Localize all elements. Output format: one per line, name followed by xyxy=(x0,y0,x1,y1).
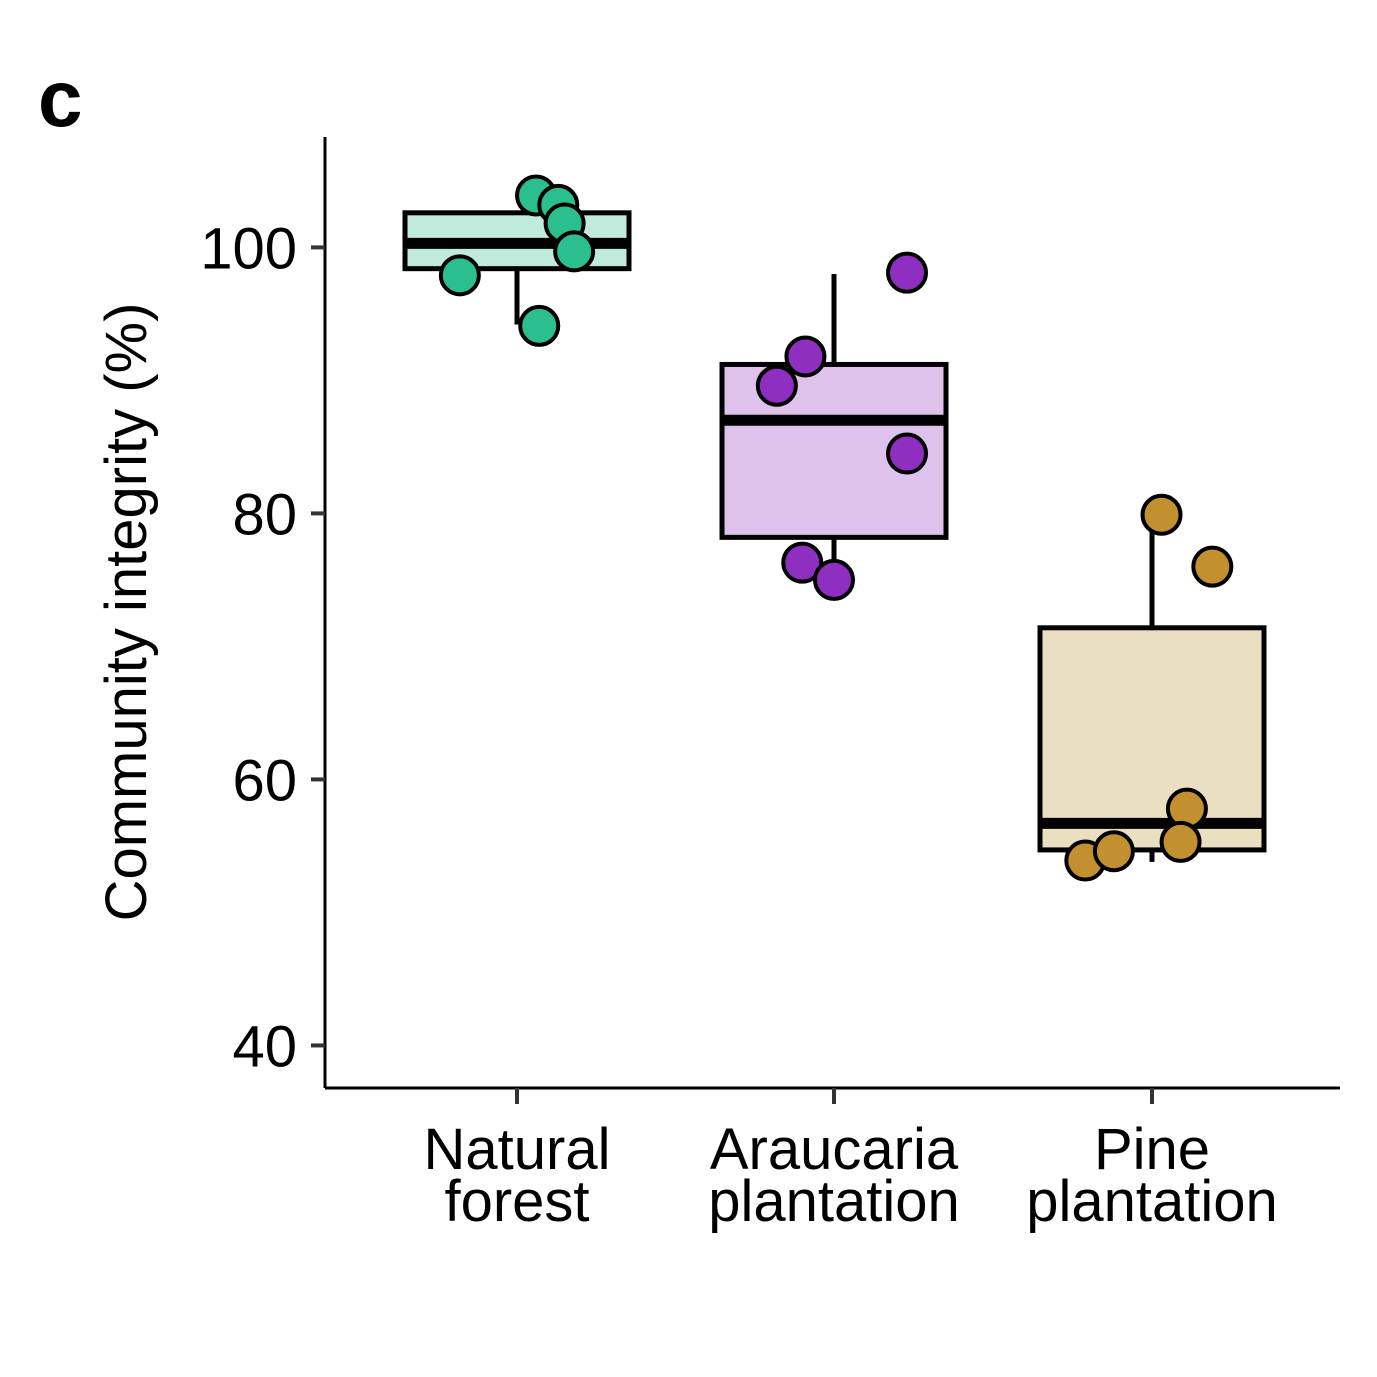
x-tick-label: plantation xyxy=(1026,1169,1278,1234)
y-tick-label: 40 xyxy=(232,1014,297,1079)
x-tick-label: Pine xyxy=(1094,1117,1210,1182)
data-point xyxy=(438,254,481,297)
data-point xyxy=(813,558,855,601)
data-point xyxy=(1140,493,1183,536)
data-point xyxy=(886,251,929,294)
data-point xyxy=(755,364,798,407)
data-point xyxy=(1191,545,1234,588)
box-group xyxy=(402,210,632,325)
x-tick-label: Araucaria xyxy=(710,1117,959,1182)
data-points xyxy=(438,174,1234,882)
data-point xyxy=(1159,820,1202,863)
data-point xyxy=(1092,830,1135,873)
data-point xyxy=(784,335,827,378)
y-axis-title: Community integrity (%) xyxy=(94,303,159,922)
data-point xyxy=(553,230,596,273)
y-tick-label: 100 xyxy=(200,216,297,281)
box-rect xyxy=(1037,625,1267,853)
data-point xyxy=(886,432,929,475)
y-axis-ticks: 40 60 80 100 xyxy=(200,216,325,1079)
x-tick-label: Natural xyxy=(424,1117,611,1182)
y-tick-label: 60 xyxy=(232,748,297,813)
panel-label: c xyxy=(38,54,83,143)
y-tick-label: 80 xyxy=(232,482,297,547)
data-point xyxy=(518,304,561,347)
box-group xyxy=(1037,513,1267,862)
x-tick-label: forest xyxy=(444,1169,589,1234)
x-tick-label: plantation xyxy=(708,1169,960,1234)
x-axis-ticks: NaturalforestAraucariaplantationPineplan… xyxy=(424,1088,1278,1234)
box-group xyxy=(719,273,949,574)
data-point xyxy=(781,541,824,584)
